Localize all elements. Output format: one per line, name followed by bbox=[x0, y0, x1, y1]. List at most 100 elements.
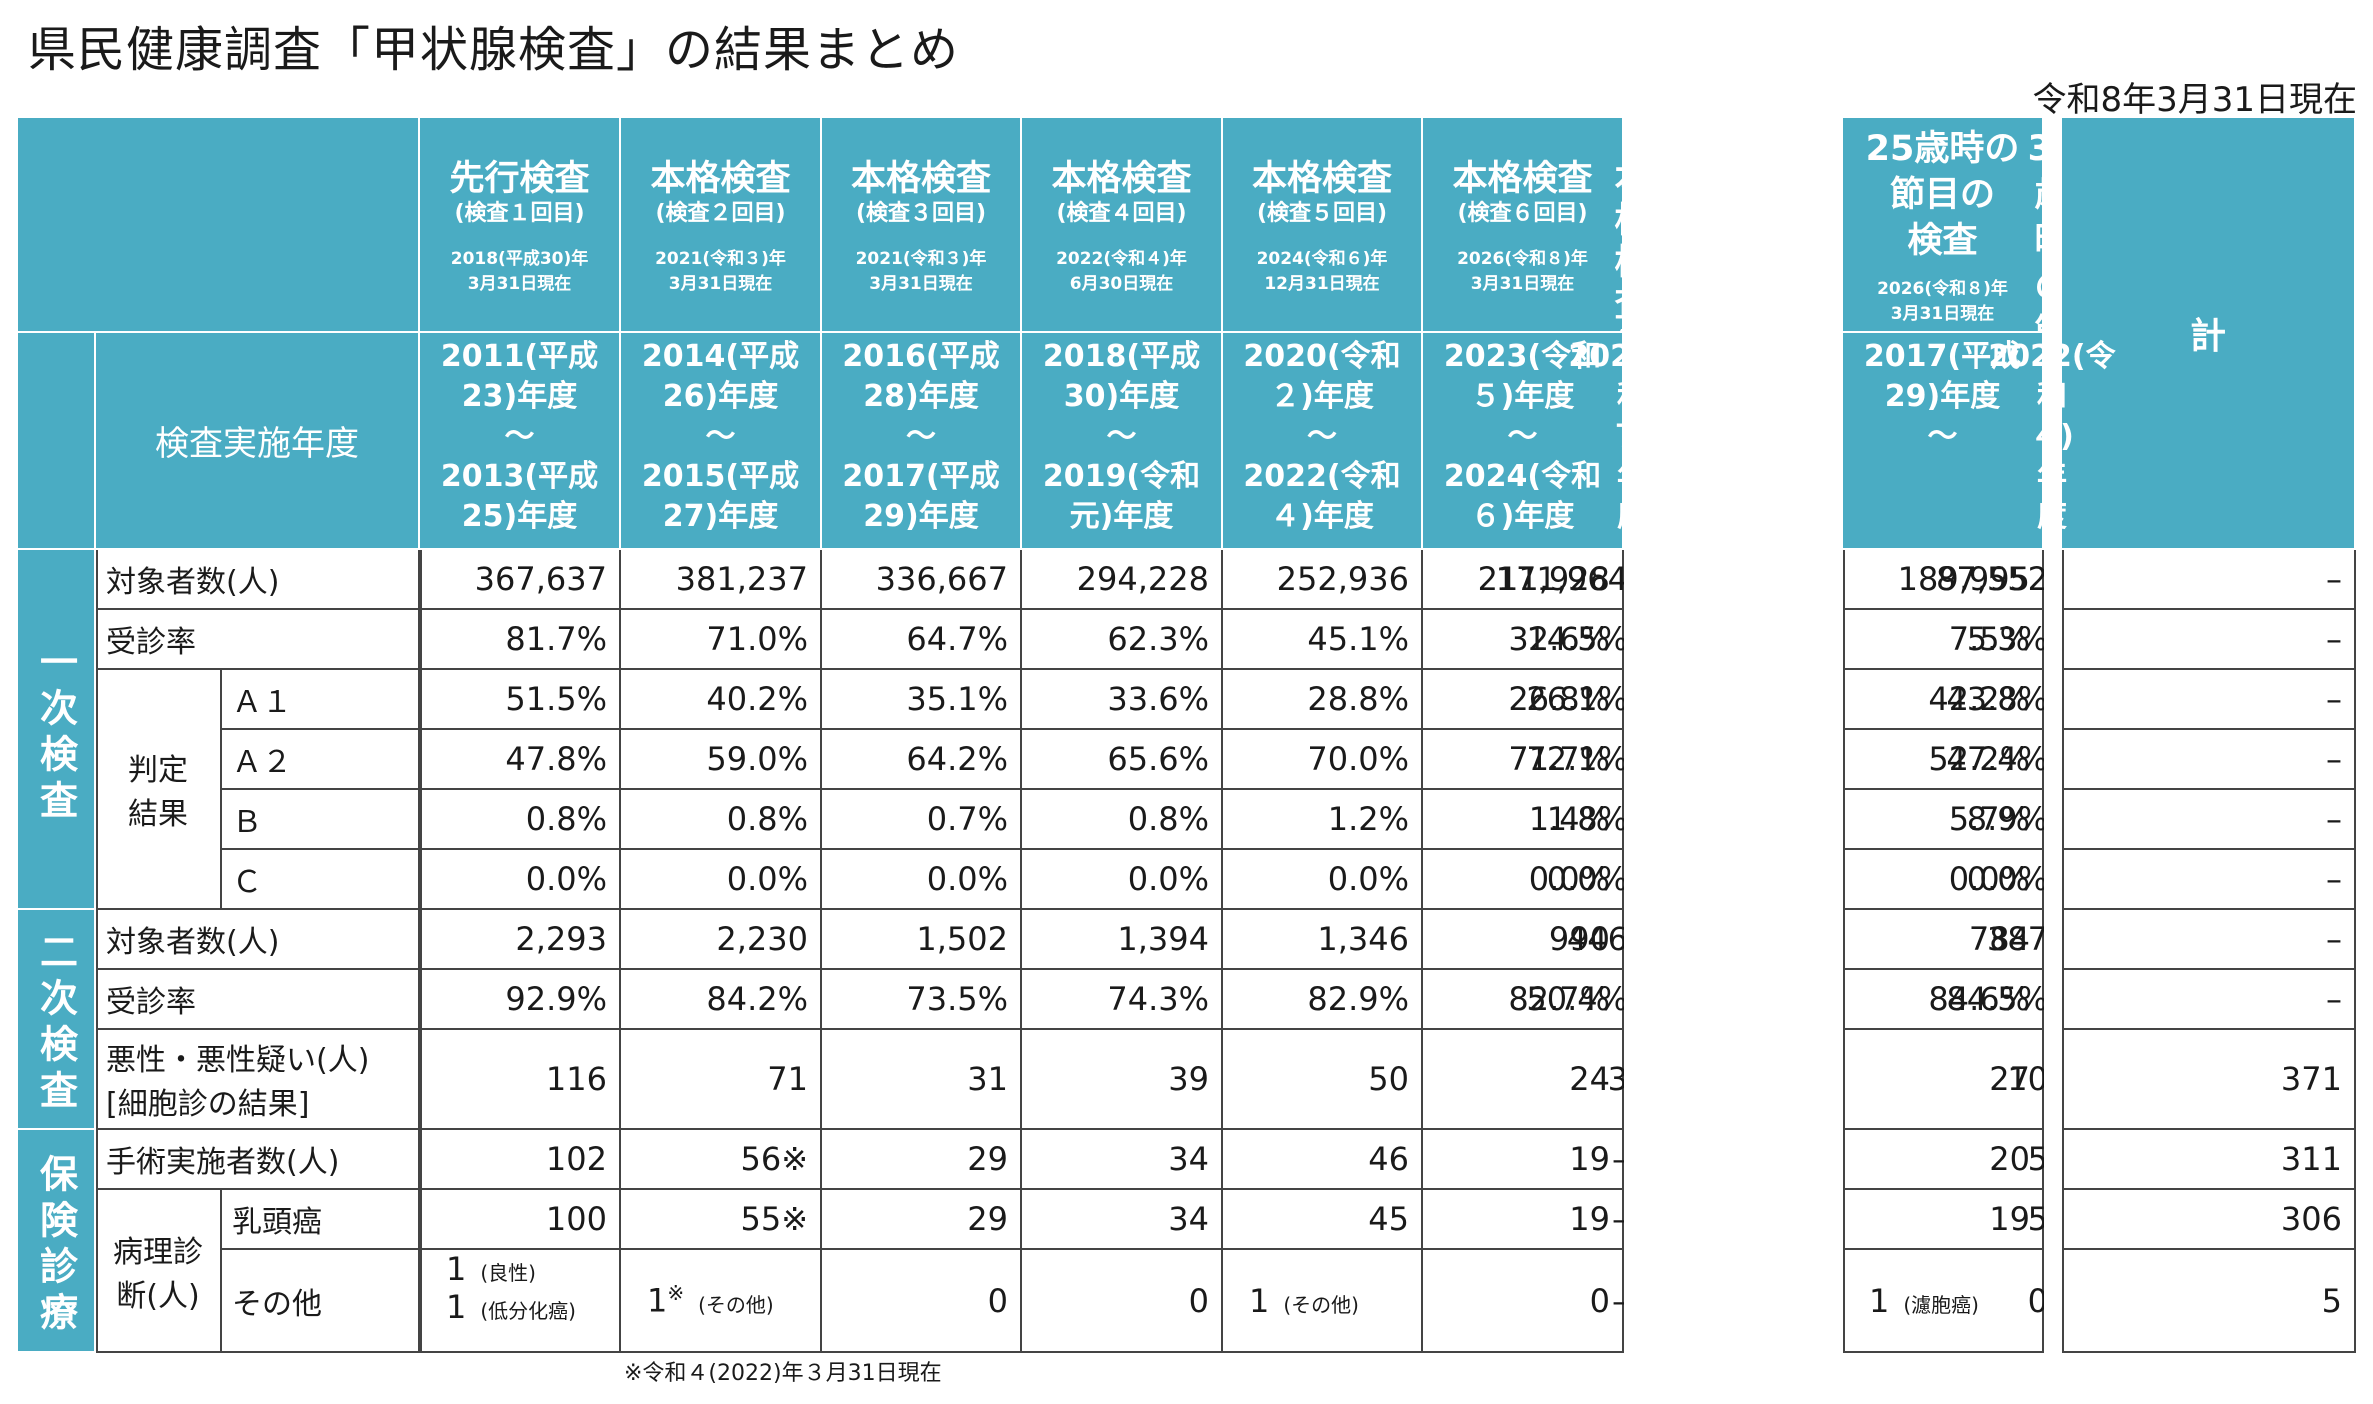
cell-value: 446 bbox=[1566, 920, 1628, 958]
exam-round: (検査４回目) bbox=[1056, 201, 1187, 226]
period-cell: 2017(平成 29)年度〜 bbox=[1843, 333, 2044, 550]
period-end-suffix: ４)年度 bbox=[1270, 499, 1374, 534]
row-label-secondary-count: 対象者数(人) bbox=[96, 910, 420, 970]
cell-value: 0.0% bbox=[726, 860, 808, 898]
judgement-label: 判定結果 bbox=[96, 670, 222, 910]
cell-value: 87,552 bbox=[1936, 560, 2048, 598]
cell-value: 19 bbox=[1569, 1200, 1610, 1238]
value: 1 bbox=[1249, 1281, 1270, 1320]
cell-value: 102 bbox=[545, 1140, 607, 1178]
data-cell: 55※ bbox=[621, 1190, 822, 1250]
cell-value: 72.1% bbox=[1526, 740, 1628, 778]
cell-value: 74.3% bbox=[1107, 980, 1209, 1018]
row-label-text: Ｂ bbox=[232, 805, 262, 840]
row-label-text: 受診率 bbox=[106, 625, 196, 660]
cell-value: 35.1% bbox=[906, 680, 1008, 718]
period-start: 2016(平成 bbox=[842, 339, 1000, 374]
data-cell: 35.1% bbox=[822, 670, 1022, 730]
data-cell: 211,928 bbox=[1423, 550, 1624, 610]
data-cell: 1.4% bbox=[1423, 790, 1624, 850]
cell-value: 211,928 bbox=[1477, 560, 1610, 598]
period-start: 2017(平成 bbox=[1863, 339, 2022, 374]
data-cell: 367,637 bbox=[420, 550, 621, 610]
period-tilde: 〜 bbox=[504, 419, 535, 454]
cell-value: 171,964 bbox=[1495, 560, 1628, 598]
cell-line: 1 (良性) bbox=[446, 1250, 536, 1288]
cell-value: 0.0% bbox=[1127, 860, 1209, 898]
data-cell: 45.1% bbox=[1223, 610, 1423, 670]
exam-name: 先行検査 bbox=[449, 159, 590, 199]
cell-value: – bbox=[2326, 980, 2342, 1018]
exam-date: 2024(令和６)年 bbox=[1256, 249, 1388, 269]
data-cell: 0.0% bbox=[420, 850, 621, 910]
row-label-subtext: [細胞診の結果] bbox=[106, 1087, 310, 1122]
cell-value: 1,502 bbox=[916, 920, 1008, 958]
period-cell: 2011(平成 23)年度〜 2013(平成 25)年度 bbox=[420, 333, 621, 550]
data-cell: 51.5% bbox=[420, 670, 621, 730]
cell-value: 45.1% bbox=[1307, 620, 1409, 658]
data-cell: 1 (その他) bbox=[1223, 1250, 1423, 1353]
cell-value: 116 bbox=[545, 1060, 607, 1098]
data-cell: 7.5% bbox=[1843, 610, 2044, 670]
cell-value: 0.0% bbox=[525, 860, 607, 898]
total-cell: 311 bbox=[2062, 1130, 2356, 1190]
period-end: 2019(令和 bbox=[1042, 459, 1201, 494]
total-cell: – bbox=[2062, 730, 2356, 790]
period-end-suffix: 元)年度 bbox=[1069, 499, 1174, 534]
row-label-text: Ａ２ bbox=[232, 745, 292, 780]
note: (濾胞癌) bbox=[1903, 1292, 1979, 1317]
period-cell: 2016(平成 28)年度〜 2017(平成 29)年度 bbox=[822, 333, 1022, 550]
cell-value: 71.0% bbox=[706, 620, 808, 658]
row-label-papillary: 乳頭癌 bbox=[222, 1190, 420, 1250]
total-cell: – bbox=[2062, 790, 2356, 850]
cell-value: 252,936 bbox=[1276, 560, 1409, 598]
cell-value: – bbox=[2326, 920, 2342, 958]
cell-value: 73.5% bbox=[906, 980, 1008, 1018]
data-cell: 84.2% bbox=[621, 970, 822, 1030]
row-label-surgery: 手術実施者数(人) bbox=[96, 1130, 420, 1190]
cell-value: 311 bbox=[2280, 1140, 2342, 1178]
total-cell: 306 bbox=[2062, 1190, 2356, 1250]
data-cell: 70.0% bbox=[1223, 730, 1423, 790]
data-cell: 2,293 bbox=[420, 910, 621, 970]
exam-name: 本格検査 bbox=[1452, 159, 1593, 199]
data-cell: 1 (濾胞癌) bbox=[1843, 1250, 2044, 1353]
cell-value: 0.8% bbox=[525, 800, 607, 838]
as-of-date: 令和8年3月31日現在 bbox=[2032, 80, 2357, 120]
data-cell: 0.8% bbox=[420, 790, 621, 850]
cell-value: 71 bbox=[767, 1060, 808, 1098]
period-start: 2011(平成 bbox=[440, 339, 599, 374]
cell-value: 189,995 bbox=[1897, 560, 2030, 598]
row-label-other: その他 bbox=[222, 1250, 420, 1353]
data-cell: 19 bbox=[1843, 1190, 2044, 1250]
cell-value: 59.0% bbox=[706, 740, 808, 778]
period-start-suffix: 29)年度 bbox=[1884, 379, 2001, 414]
cell-value: 990 bbox=[1548, 920, 1610, 958]
exam-round: (検査１回目) bbox=[454, 201, 585, 226]
cell-value: 3 bbox=[1607, 1060, 1628, 1098]
pathology-label: 病理診断(人) bbox=[96, 1190, 222, 1353]
data-cell: 1,346 bbox=[1223, 910, 1423, 970]
note: (その他) bbox=[1283, 1292, 1359, 1317]
period-header: 検査実施年度 bbox=[96, 333, 420, 550]
exam-date: 2022(令和４)年 bbox=[1056, 249, 1187, 269]
period-end-suffix: ６)年度 bbox=[1470, 499, 1575, 534]
period-end: 2017(平成 bbox=[842, 459, 1000, 494]
data-cell: 19 bbox=[1423, 1130, 1624, 1190]
cell-value: 0.8% bbox=[1127, 800, 1209, 838]
data-cell: 1※ (その他) bbox=[621, 1250, 822, 1353]
cell-value: 5 bbox=[2321, 1281, 2342, 1320]
data-cell: 71.7% bbox=[1423, 730, 1624, 790]
cell-value: 65.6% bbox=[1107, 740, 1209, 778]
value: 1 bbox=[446, 1288, 467, 1326]
cell-value: 1,346 bbox=[1317, 920, 1409, 958]
cell-value: 26.8% bbox=[1508, 680, 1610, 718]
data-cell: 28.8% bbox=[1223, 670, 1423, 730]
exam-round: (検査５回目) bbox=[1256, 201, 1388, 226]
data-cell: 31 bbox=[822, 1030, 1022, 1130]
data-cell: 65.6% bbox=[1022, 730, 1223, 790]
cell-value: 5 bbox=[2027, 1200, 2048, 1238]
data-cell: 46 bbox=[1223, 1130, 1423, 1190]
period-end-suffix: 25)年度 bbox=[461, 499, 578, 534]
cell-value: 14.5% bbox=[1526, 620, 1628, 658]
